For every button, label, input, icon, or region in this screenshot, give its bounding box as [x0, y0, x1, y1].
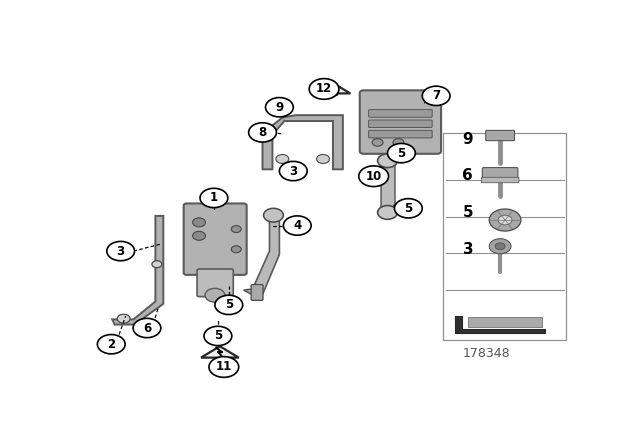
Text: 5: 5 — [225, 298, 233, 311]
Circle shape — [394, 198, 422, 218]
Circle shape — [284, 216, 311, 235]
Circle shape — [264, 208, 284, 222]
FancyBboxPatch shape — [291, 168, 300, 177]
Text: 6: 6 — [143, 322, 151, 335]
Text: 12: 12 — [316, 82, 332, 95]
Text: 1: 1 — [210, 191, 218, 204]
Text: 4: 4 — [293, 219, 301, 232]
Text: 10: 10 — [365, 170, 381, 183]
Polygon shape — [316, 83, 350, 94]
Polygon shape — [201, 346, 239, 358]
Circle shape — [393, 138, 404, 146]
Circle shape — [309, 78, 339, 99]
Text: 178348: 178348 — [463, 347, 511, 360]
Text: 9: 9 — [275, 101, 284, 114]
Circle shape — [97, 335, 125, 354]
Circle shape — [152, 261, 162, 267]
Circle shape — [422, 86, 450, 105]
Polygon shape — [468, 317, 542, 327]
Circle shape — [372, 138, 383, 146]
Polygon shape — [456, 316, 545, 333]
Circle shape — [378, 206, 397, 220]
Circle shape — [276, 155, 289, 164]
Circle shape — [193, 218, 205, 227]
Circle shape — [200, 188, 228, 207]
Circle shape — [209, 357, 239, 377]
Polygon shape — [262, 115, 343, 169]
FancyBboxPatch shape — [486, 130, 515, 141]
Polygon shape — [381, 161, 395, 212]
Text: 3: 3 — [463, 242, 473, 257]
Circle shape — [378, 154, 397, 168]
FancyBboxPatch shape — [251, 284, 263, 301]
Polygon shape — [244, 220, 280, 296]
Circle shape — [266, 98, 293, 117]
Circle shape — [193, 231, 205, 240]
Text: 6: 6 — [463, 168, 473, 183]
FancyBboxPatch shape — [369, 110, 432, 117]
Circle shape — [205, 289, 225, 302]
Text: 5: 5 — [463, 205, 473, 220]
Text: 3: 3 — [289, 164, 298, 177]
Circle shape — [495, 243, 505, 250]
Circle shape — [359, 166, 388, 186]
Text: 3: 3 — [116, 245, 125, 258]
FancyBboxPatch shape — [369, 130, 432, 138]
Text: 7: 7 — [432, 89, 440, 102]
Circle shape — [249, 123, 276, 142]
FancyBboxPatch shape — [184, 203, 246, 275]
Circle shape — [117, 314, 130, 323]
Text: 9: 9 — [463, 132, 473, 147]
Text: 5: 5 — [404, 202, 412, 215]
Bar — [443, 133, 566, 340]
Text: 2: 2 — [107, 338, 115, 351]
Circle shape — [489, 239, 511, 254]
Circle shape — [280, 161, 307, 181]
Text: 5: 5 — [214, 329, 222, 342]
Text: 11: 11 — [216, 361, 232, 374]
Text: 8: 8 — [259, 126, 267, 139]
Polygon shape — [112, 216, 163, 324]
Circle shape — [204, 326, 232, 345]
FancyBboxPatch shape — [481, 177, 519, 183]
FancyBboxPatch shape — [197, 269, 233, 297]
FancyBboxPatch shape — [369, 120, 432, 128]
Circle shape — [489, 209, 521, 231]
Circle shape — [231, 226, 241, 233]
Circle shape — [231, 246, 241, 253]
Circle shape — [215, 295, 243, 314]
FancyBboxPatch shape — [360, 90, 441, 154]
Circle shape — [498, 215, 512, 225]
FancyBboxPatch shape — [483, 168, 518, 179]
Circle shape — [388, 143, 415, 163]
Text: 5: 5 — [397, 146, 406, 159]
Circle shape — [133, 319, 161, 338]
Circle shape — [317, 155, 330, 164]
Circle shape — [107, 241, 134, 261]
